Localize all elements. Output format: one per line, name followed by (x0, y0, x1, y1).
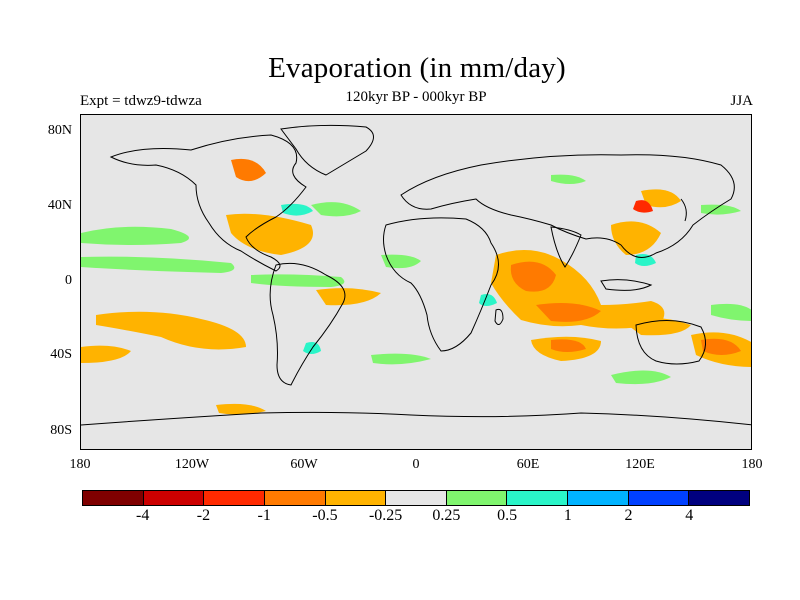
patch-green (611, 370, 671, 385)
colorbar-box (689, 491, 750, 505)
lat-label-80n: 80N (47, 123, 72, 138)
map-title: Evaporation (in mm/day) (268, 52, 566, 84)
colorbar-label: -2 (196, 507, 211, 524)
patch-cyan (635, 254, 656, 266)
lon-label-0: 0 (412, 457, 420, 472)
colorbar-box (568, 491, 629, 505)
patch-green (551, 174, 586, 184)
coastlines (81, 124, 751, 426)
colorbar-label: 2 (624, 507, 633, 524)
map-canvas (81, 124, 751, 426)
lat-label-40s: 40S (50, 347, 72, 362)
lon-label-60e: 60E (516, 457, 540, 472)
patch-cyan (479, 294, 497, 306)
colorbar-box (83, 491, 144, 505)
lon-label-120e: 120E (625, 457, 655, 472)
australia (635, 319, 706, 365)
anomaly-patches (81, 158, 751, 415)
colorbar-label: 0.5 (497, 507, 518, 524)
colorbar-label: 1 (563, 507, 572, 524)
patch-orange (611, 221, 661, 255)
greenland (280, 124, 374, 176)
colorbar (82, 490, 750, 506)
map-subtitle: 120kyr BP - 000kyr BP (345, 89, 487, 105)
colorbar-label: 0.25 (432, 507, 461, 524)
patch-green (81, 226, 189, 245)
colorbar-box (628, 491, 690, 505)
patch-green (371, 353, 431, 365)
patch-red (536, 303, 601, 322)
north-america (109, 134, 307, 272)
lon-label-180e: 180 (741, 457, 763, 472)
india (550, 226, 582, 268)
colorbar-box (386, 491, 447, 505)
south-america (269, 262, 346, 386)
patch-orange (96, 311, 246, 350)
colorbar-label: -0.5 (312, 507, 338, 524)
colorbar-box (325, 491, 387, 505)
japan (680, 198, 687, 222)
season-label: JJA (730, 93, 753, 109)
lat-label-40n: 40N (47, 198, 72, 213)
lon-label-60w: 60W (290, 457, 318, 472)
madagascar (494, 308, 504, 325)
patch-orange (81, 345, 131, 363)
europe-asia (400, 154, 735, 258)
patch-red (633, 200, 653, 213)
experiment-label: Expt = tdwz9-tdwza (80, 93, 202, 109)
lon-label-120w: 120W (174, 457, 210, 472)
patch-red (701, 338, 741, 355)
patch-red (231, 158, 266, 182)
patch-orange (621, 317, 691, 336)
patch-red (551, 339, 586, 352)
colorbar-label: -0.25 (368, 507, 403, 524)
lon-label-180w: 180 (69, 457, 91, 472)
patch-orange (316, 288, 381, 306)
patch-red (510, 261, 556, 292)
colorbar-box (264, 491, 326, 505)
patch-green (81, 256, 235, 273)
patch-orange (226, 213, 313, 255)
colorbar-label: 4 (685, 507, 694, 524)
indonesia (600, 279, 653, 291)
africa (383, 217, 499, 352)
patch-green (701, 204, 741, 215)
patch-green (311, 202, 361, 217)
colorbar-box (204, 491, 265, 505)
map-plot (80, 114, 752, 450)
colorbar-box (446, 491, 508, 505)
patch-green (251, 274, 345, 287)
lat-label-80s: 80S (50, 423, 72, 438)
antarctica (81, 411, 751, 426)
colorbar-box (507, 491, 569, 505)
colorbar-label: -1 (257, 507, 271, 524)
colorbar-box (143, 491, 205, 505)
patch-orange (216, 403, 266, 415)
colorbar-label: -4 (136, 507, 150, 524)
patch-orange (641, 189, 681, 208)
lat-label-0: 0 (65, 273, 72, 288)
patch-green (711, 303, 751, 321)
